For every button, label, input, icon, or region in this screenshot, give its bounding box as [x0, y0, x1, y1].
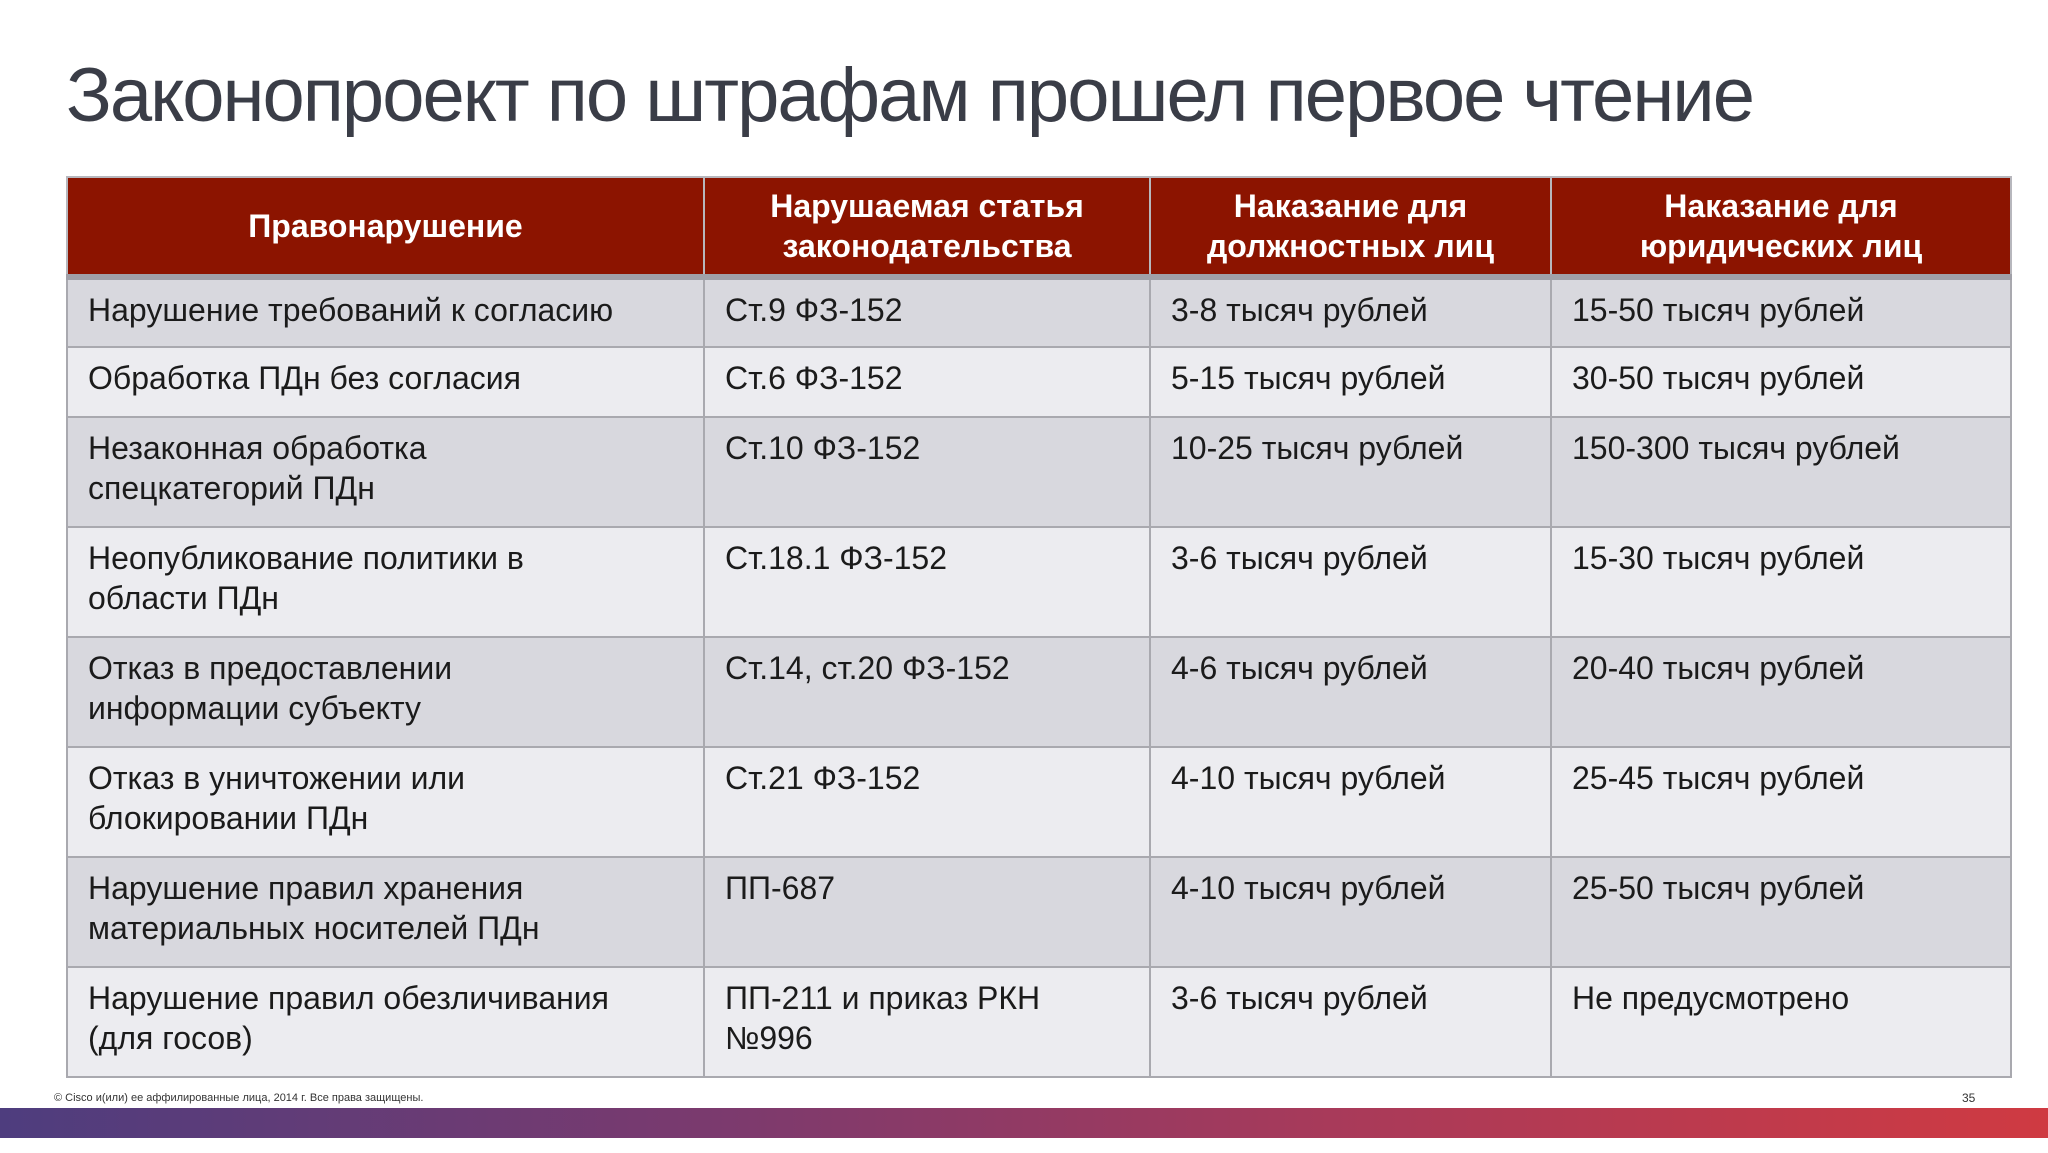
cell-penalty-legal-entities: 20-40 тысяч рублей [1550, 636, 2012, 748]
cell-penalty-legal-entities: 25-45 тысяч рублей [1550, 746, 2012, 858]
cell-law-article: ПП-211 и приказ РКН №996 [703, 966, 1151, 1078]
cell-penalty-legal-entities: Не предусмотрено [1550, 966, 2012, 1078]
table-row: Обработка ПДн без согласия Ст.6 ФЗ-152 5… [66, 346, 2012, 418]
cell-penalty-officials: 3-8 тысяч рублей [1149, 276, 1552, 348]
footer-copyright: © Cisco и(или) ее аффилированные лица, 2… [54, 1092, 424, 1104]
table-row: Нарушение требований к согласию Ст.9 ФЗ-… [66, 276, 2012, 348]
header-offense: Правонарушение [66, 176, 705, 280]
bottom-gradient-bar [0, 1108, 2048, 1138]
cell-offense: Незаконная обработка спецкатегорий ПДн [66, 416, 705, 528]
table-row: Незаконная обработка спецкатегорий ПДн С… [66, 416, 2012, 528]
fines-table: Правонарушение Нарушаемая статья законод… [66, 176, 2012, 1078]
cell-offense: Нарушение правил обезличивания (для госо… [66, 966, 705, 1078]
header-penalty-legal-entities: Наказание для юридических лиц [1550, 176, 2012, 280]
table-row: Нарушение правил хранения материальных н… [66, 856, 2012, 968]
cell-law-article: Ст.21 ФЗ-152 [703, 746, 1151, 858]
slide-title: Законопроект по штрафам прошел первое чт… [66, 53, 1755, 138]
cell-penalty-officials: 4-10 тысяч рублей [1149, 746, 1552, 858]
table-row: Отказ в уничтожении или блокировании ПДн… [66, 746, 2012, 858]
cell-penalty-officials: 4-6 тысяч рублей [1149, 636, 1552, 748]
cell-law-article: ПП-687 [703, 856, 1151, 968]
cell-penalty-legal-entities: 15-50 тысяч рублей [1550, 276, 2012, 348]
header-law-article: Нарушаемая статья законодательства [703, 176, 1151, 280]
table-row: Неопубликование политики в области ПДн С… [66, 526, 2012, 638]
cell-law-article: Ст.18.1 ФЗ-152 [703, 526, 1151, 638]
cell-penalty-legal-entities: 15-30 тысяч рублей [1550, 526, 2012, 638]
cell-penalty-officials: 3-6 тысяч рублей [1149, 966, 1552, 1078]
cell-penalty-officials: 5-15 тысяч рублей [1149, 346, 1552, 418]
cell-penalty-legal-entities: 150-300 тысяч рублей [1550, 416, 2012, 528]
cell-offense: Обработка ПДн без согласия [66, 346, 705, 418]
header-penalty-officials: Наказание для должностных лиц [1149, 176, 1552, 280]
cell-offense: Неопубликование политики в области ПДн [66, 526, 705, 638]
cell-penalty-officials: 10-25 тысяч рублей [1149, 416, 1552, 528]
cell-offense: Отказ в предоставлении информации субъек… [66, 636, 705, 748]
table-row: Нарушение правил обезличивания (для госо… [66, 966, 2012, 1078]
cell-penalty-officials: 3-6 тысяч рублей [1149, 526, 1552, 638]
cell-penalty-legal-entities: 30-50 тысяч рублей [1550, 346, 2012, 418]
cell-offense: Отказ в уничтожении или блокировании ПДн [66, 746, 705, 858]
cell-offense: Нарушение правил хранения материальных н… [66, 856, 705, 968]
table-header-row: Правонарушение Нарушаемая статья законод… [66, 176, 2012, 280]
cell-offense: Нарушение требований к согласию [66, 276, 705, 348]
table-row: Отказ в предоставлении информации субъек… [66, 636, 2012, 748]
cell-law-article: Ст.9 ФЗ-152 [703, 276, 1151, 348]
cell-penalty-officials: 4-10 тысяч рублей [1149, 856, 1552, 968]
cell-penalty-legal-entities: 25-50 тысяч рублей [1550, 856, 2012, 968]
page-number: 35 [1962, 1091, 1976, 1105]
cell-law-article: Ст.6 ФЗ-152 [703, 346, 1151, 418]
cell-law-article: Ст.10 ФЗ-152 [703, 416, 1151, 528]
cell-law-article: Ст.14, ст.20 ФЗ-152 [703, 636, 1151, 748]
